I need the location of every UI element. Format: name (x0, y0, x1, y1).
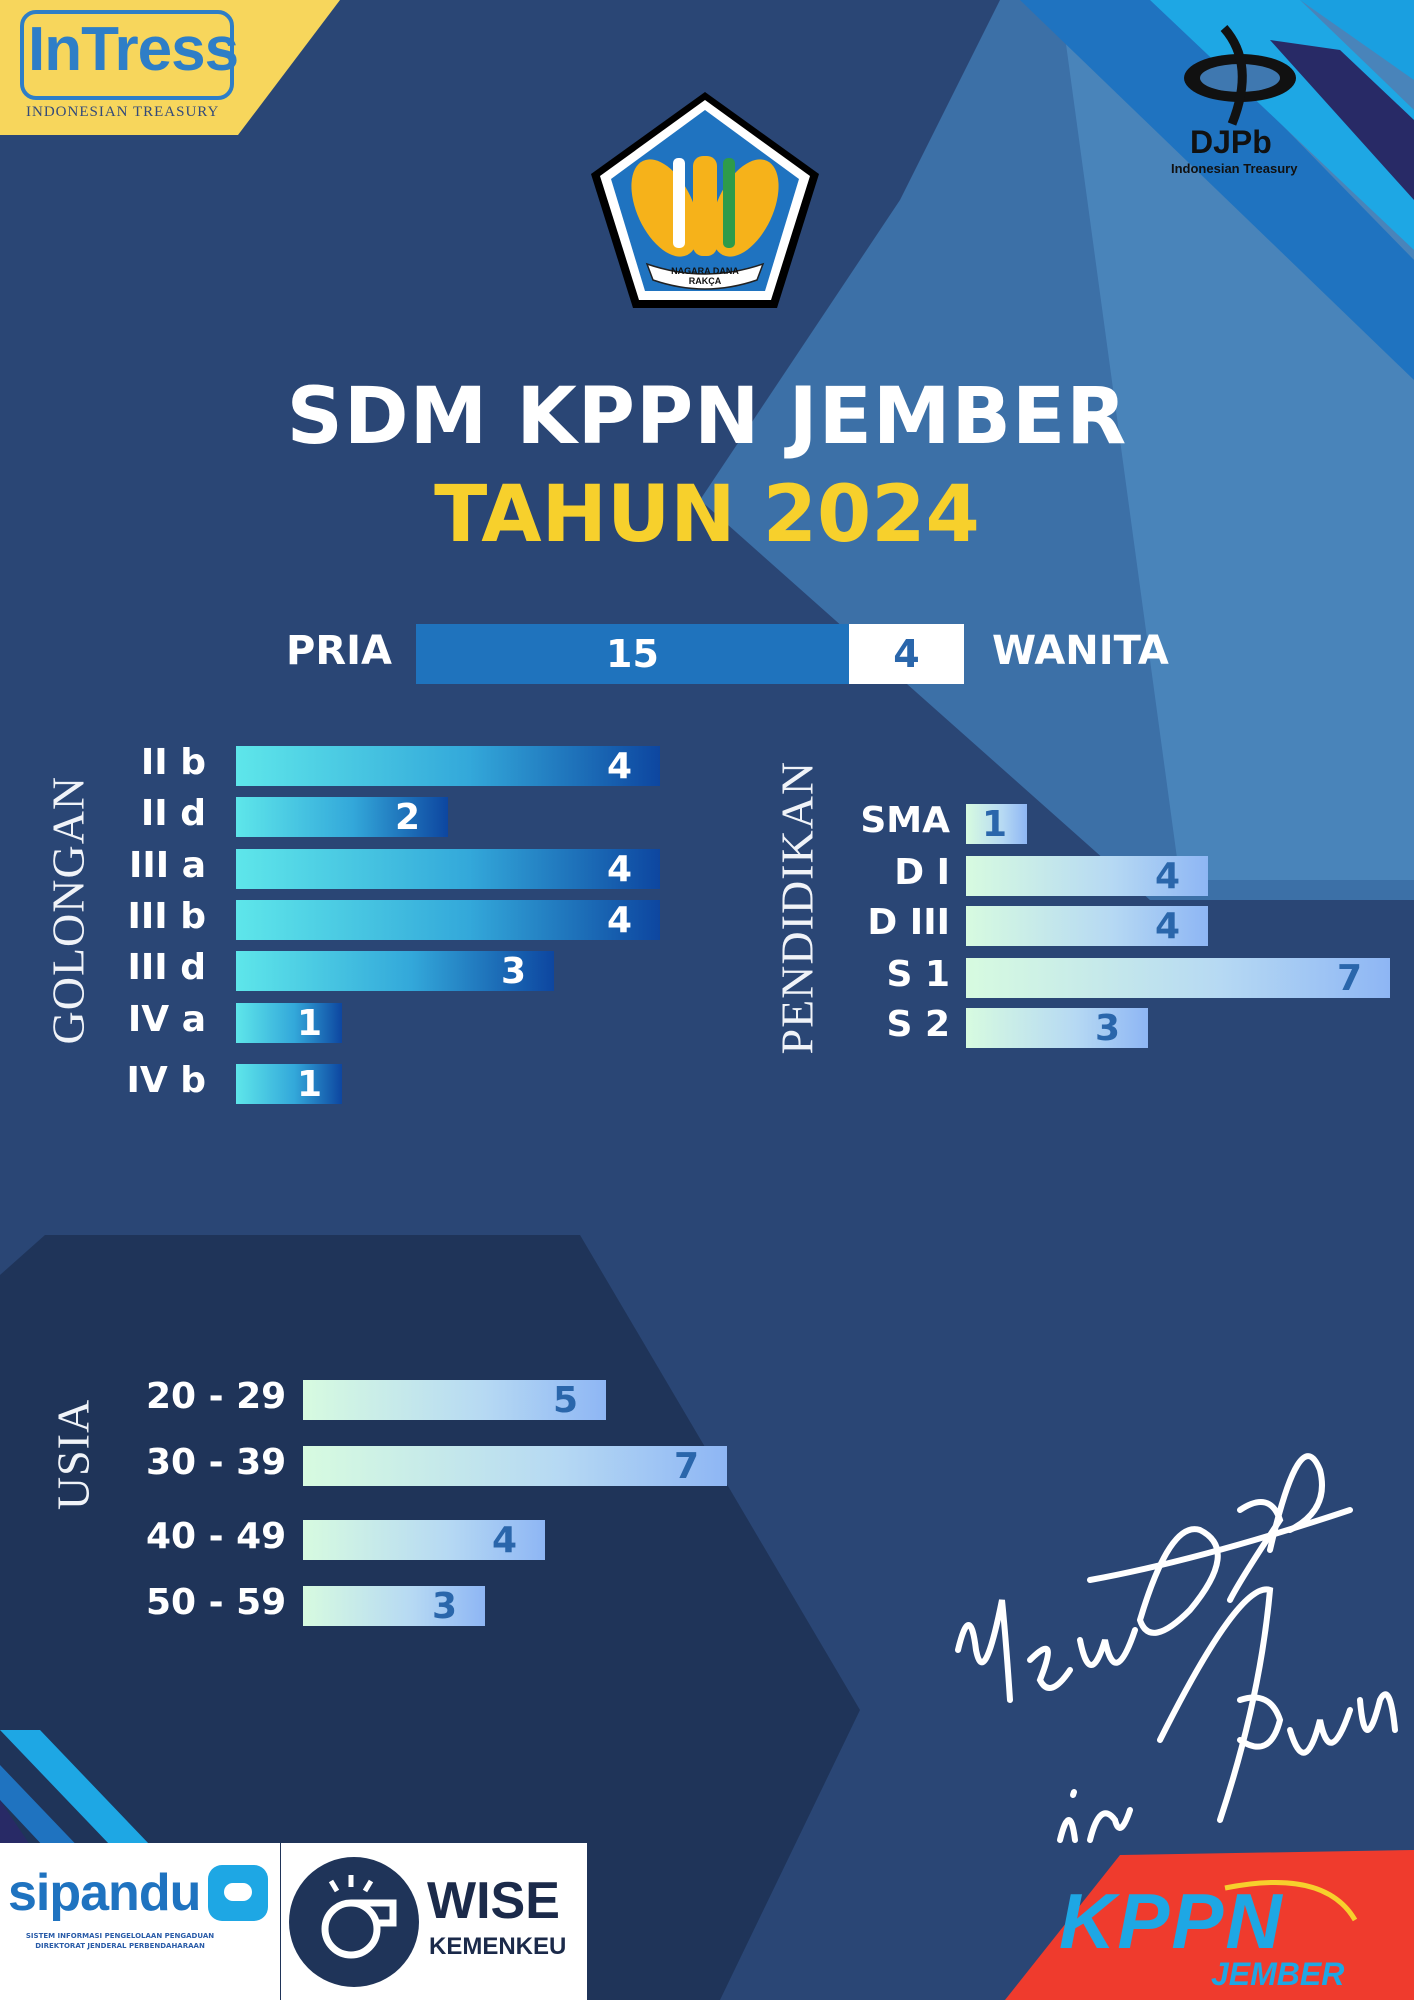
gender-bar-wanita: 4 (849, 624, 964, 684)
whistle-icon (289, 1857, 419, 1987)
kppn-wordmark: KPPN (1059, 1877, 1284, 1965)
golongan-bar: 4 (236, 745, 660, 787)
sipandu-subtitle-2: DIREKTORAT JENDERAL PERBENDAHARAAN (35, 1942, 205, 1950)
gender-label-pria: PRIA (286, 628, 392, 674)
gender-value-pria: 15 (606, 632, 659, 676)
pendidikan-category-label: D III (867, 902, 950, 943)
golongan-value-label: 3 (500, 950, 526, 992)
usia-value-label: 5 (552, 1379, 578, 1421)
pendidikan-bar: 4 (966, 905, 1208, 947)
wise-wordmark: WISE (427, 1872, 560, 1930)
golongan-bar: 4 (236, 899, 660, 941)
page-subtitle-year: TAHUN 2024 (434, 470, 980, 560)
usia-category-label: 20 - 29 (146, 1376, 287, 1417)
golongan-category-label: III a (128, 845, 206, 886)
pendidikan-value-label: 1 (981, 803, 1007, 845)
golongan-bar: 3 (236, 950, 554, 992)
golongan-value-label: 1 (296, 1063, 322, 1105)
golongan-bar: 2 (236, 796, 448, 838)
sipandu-subtitle-1: SISTEM INFORMASI PENGELOLAAN PENGADUAN (25, 1932, 215, 1940)
golongan-value-label: 1 (296, 1002, 322, 1044)
pendidikan-value-label: 7 (1336, 957, 1362, 999)
wise-subtitle: KEMENKEU (429, 1933, 567, 1960)
usia-category-label: 30 - 39 (146, 1442, 287, 1483)
pendidikan-bar: 1 (966, 803, 1027, 845)
golongan-category-label: III d (127, 947, 207, 988)
gender-value-wanita: 4 (893, 632, 920, 676)
sipandu-wordmark: sipandu (8, 1864, 201, 1922)
gender-bar: 15 4 (416, 624, 964, 684)
usia-value-label: 3 (431, 1585, 457, 1627)
golongan-category-label: IV b (126, 1060, 206, 1101)
pendidikan-bar: 7 (966, 957, 1390, 999)
pendidikan-category-label: S 1 (886, 954, 950, 995)
pendidikan-category-label: SMA (860, 800, 950, 841)
intress-logo: InTress INDONESIAN TREASURY (0, 0, 340, 135)
golongan-bar: 1 (236, 1063, 342, 1105)
pendidikan-category-label: D I (894, 852, 950, 893)
pendidikan-value-label: 4 (1154, 855, 1180, 897)
gender-bar-pria: 15 (416, 624, 849, 684)
golongan-bar: 1 (236, 1002, 342, 1044)
pendidikan-value-label: 3 (1094, 1007, 1120, 1049)
golongan-category-label: II d (140, 793, 206, 834)
usia-bar: 4 (303, 1519, 545, 1561)
usia-bar: 5 (303, 1379, 606, 1421)
kemenkeu-emblem: NAGARA DANA RAKÇA (585, 88, 825, 313)
usia-category-label: 40 - 49 (146, 1516, 287, 1557)
pendidikan-bar: 4 (966, 855, 1208, 897)
golongan-value-label: 4 (606, 899, 632, 941)
golongan-category-label: IV a (127, 999, 206, 1040)
usia-value-label: 4 (491, 1519, 517, 1561)
usia-axis-label: USIA (47, 1398, 99, 1511)
page-title: SDM KPPN JEMBER (286, 372, 1128, 462)
intress-wordmark: InTress (28, 15, 239, 84)
golongan-value-label: 4 (606, 745, 632, 787)
gender-label-wanita: WANITA (992, 628, 1169, 674)
golongan-category-label: II b (140, 742, 206, 783)
djpb-logo: DJPb Indonesian Treasury (1160, 20, 1330, 180)
emblem-motto: NAGARA DANA RAKÇA (671, 266, 739, 286)
kppn-subtitle: JEMBER (1211, 1956, 1345, 1992)
golongan-category-label: III b (127, 896, 207, 937)
pendidikan-value-label: 4 (1154, 905, 1180, 947)
golongan-bar: 4 (236, 848, 660, 890)
kppn-jember-logo: KPPN JEMBER (1055, 1870, 1395, 1995)
djpb-subtitle: Indonesian Treasury (1171, 161, 1298, 176)
sipandu-logo: sipandu SISTEM INFORMASI PENGELOLAAN PEN… (0, 1843, 280, 2000)
usia-bar: 7 (303, 1445, 727, 1487)
slogan-handwriting (955, 1453, 1398, 1843)
golongan-value-label: 2 (394, 796, 420, 838)
pendidikan-category-label: S 2 (886, 1004, 950, 1045)
golongan-value-label: 4 (606, 848, 632, 890)
wise-logo: WISE KEMENKEU (281, 1843, 587, 2000)
pendidikan-bar: 3 (966, 1007, 1148, 1049)
intress-subtitle: INDONESIAN TREASURY (26, 104, 220, 120)
djpb-wordmark: DJPb (1190, 124, 1272, 160)
sipandu-chat-icon (208, 1865, 268, 1921)
usia-category-label: 50 - 59 (146, 1582, 287, 1623)
usia-bar: 3 (303, 1585, 485, 1627)
usia-value-label: 7 (673, 1445, 699, 1487)
